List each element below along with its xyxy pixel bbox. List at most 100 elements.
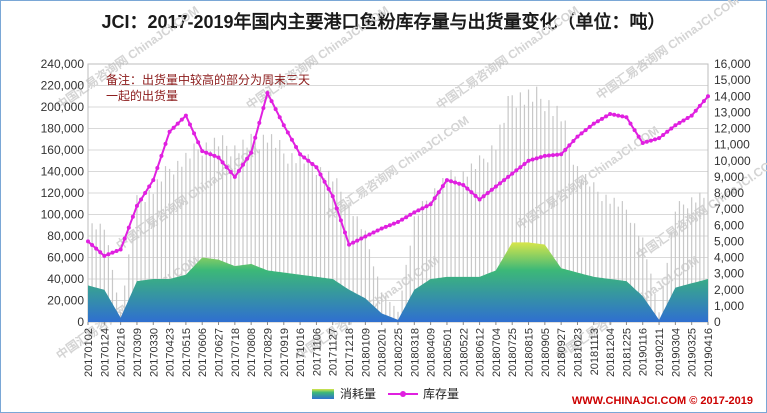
- stock-point: [559, 152, 564, 157]
- stock-point: [579, 131, 584, 136]
- x-tick-label: 20181113: [589, 328, 601, 375]
- stock-point: [420, 206, 425, 211]
- stock-point: [693, 108, 698, 113]
- stock-point: [457, 181, 462, 186]
- stock-point: [241, 162, 245, 167]
- stock-point: [453, 180, 458, 185]
- stock-point: [473, 193, 478, 198]
- stock-point: [257, 120, 262, 125]
- x-tick-label: 20180318: [409, 328, 421, 377]
- x-tick-label: 20180109: [360, 328, 372, 377]
- y-right-tick-label: 9,000: [714, 170, 744, 184]
- stock-point: [342, 230, 347, 235]
- x-tick-label: 20190325: [687, 328, 699, 377]
- stock-point: [249, 150, 254, 155]
- x-tick-label: 20180409: [426, 328, 438, 377]
- x-tick-label: 20190211: [654, 328, 666, 376]
- stock-point: [379, 226, 384, 231]
- x-tick-label: 20170309: [132, 328, 144, 377]
- stock-point: [294, 145, 299, 150]
- y-right-tick-label: 14,000: [714, 89, 751, 103]
- y-right-tick-label: 0: [714, 315, 721, 329]
- stock-point: [608, 111, 613, 116]
- stock-point: [302, 155, 307, 160]
- stock-point: [628, 121, 633, 126]
- x-tick-label: 20180225: [393, 328, 405, 377]
- stock-point: [347, 242, 352, 247]
- y-right-tick-label: 10,000: [714, 154, 751, 168]
- x-tick-label: 20170515: [181, 328, 193, 377]
- stock-point: [612, 112, 617, 117]
- stock-point: [371, 230, 376, 235]
- stock-line: [86, 90, 710, 258]
- stock-point: [110, 250, 115, 255]
- stock-point: [497, 181, 502, 186]
- x-tick-label: 20170829: [262, 328, 274, 377]
- stock-point: [359, 236, 364, 241]
- stock-point: [273, 107, 278, 112]
- stock-point: [485, 191, 490, 195]
- y-left-tick-label: 180,000: [41, 122, 85, 136]
- y-right-tick-label: 7,000: [714, 202, 744, 216]
- stock-point: [298, 152, 303, 157]
- stock-point: [416, 208, 421, 213]
- stock-point: [187, 122, 192, 127]
- stock-point: [534, 156, 539, 161]
- stock-point: [212, 153, 217, 158]
- stock-point: [640, 141, 645, 146]
- stock-point: [277, 115, 282, 120]
- stock-point: [506, 174, 511, 179]
- stock-point: [216, 155, 221, 160]
- stock-point: [661, 132, 666, 137]
- stock-point: [444, 178, 449, 183]
- x-tick-label: 20171218: [344, 328, 356, 377]
- stock-point: [200, 149, 205, 154]
- stock-point: [477, 197, 482, 202]
- consumption-area-path: [88, 242, 708, 322]
- stock-point: [326, 186, 331, 191]
- stock-point: [538, 155, 543, 160]
- y-right-tick-label: 16,000: [714, 57, 751, 71]
- y-right-tick-label: 1,000: [714, 299, 744, 313]
- x-tick-label: 20180522: [458, 328, 470, 377]
- x-tick-label: 20180905: [540, 328, 552, 377]
- axes: 0 20,000 40,000 60,000 80,000 100,000 120,000 1…: [41, 57, 751, 377]
- x-tick-label: 20171016: [295, 328, 307, 377]
- y-right-tick-label: 5,000: [714, 234, 744, 248]
- stock-point: [530, 157, 535, 162]
- stock-point: [424, 204, 429, 209]
- stock-point: [245, 156, 250, 161]
- stock-point: [94, 246, 99, 251]
- x-tick-label: 20171106: [311, 328, 323, 376]
- y-left-tick-label: 120,000: [41, 186, 85, 200]
- stock-point: [163, 141, 168, 146]
- stock-point: [567, 143, 572, 148]
- stock-point: [367, 232, 372, 237]
- stock-point: [449, 179, 454, 184]
- x-tick-label: 20170919: [279, 328, 291, 377]
- stock-point: [106, 252, 111, 257]
- stock-point: [644, 139, 649, 144]
- stock-point: [465, 186, 470, 191]
- stock-point: [391, 221, 396, 226]
- stock-point: [677, 120, 682, 125]
- stock-point: [652, 137, 657, 142]
- x-tick-label: 20181204: [605, 328, 617, 377]
- stock-point: [253, 135, 258, 140]
- stock-point: [383, 224, 388, 229]
- stock-point: [408, 212, 413, 217]
- stock-point: [587, 124, 592, 129]
- y-left-tick-label: 160,000: [41, 143, 85, 157]
- stock-point: [167, 129, 172, 134]
- stock-point: [179, 117, 184, 122]
- x-tick-label: 20190416: [703, 328, 715, 377]
- y-left-tick-label: 100,000: [41, 208, 85, 222]
- stock-point: [118, 247, 123, 252]
- stock-point: [334, 206, 339, 211]
- stock-point: [192, 131, 197, 136]
- y-left-tick-label: 140,000: [41, 165, 85, 179]
- stock-point: [224, 165, 229, 170]
- chart-title: JCI：2017-2019年国内主要港口鱼粉库存量与出货量变化（单位：吨）: [101, 12, 666, 32]
- annotation-line-2: 一起的出货量: [106, 88, 178, 103]
